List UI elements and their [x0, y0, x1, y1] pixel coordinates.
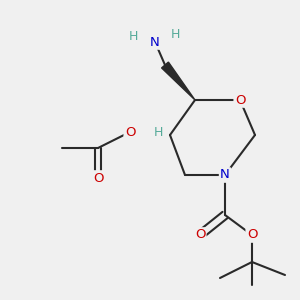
Text: H: H [128, 31, 138, 44]
Text: H: H [170, 28, 180, 40]
Text: O: O [235, 94, 245, 106]
Text: N: N [150, 35, 160, 49]
Text: O: O [247, 229, 257, 242]
Text: O: O [93, 172, 103, 184]
Text: O: O [195, 229, 205, 242]
Text: O: O [125, 125, 135, 139]
Polygon shape [162, 62, 195, 100]
Text: N: N [220, 169, 230, 182]
Text: H: H [153, 125, 163, 139]
